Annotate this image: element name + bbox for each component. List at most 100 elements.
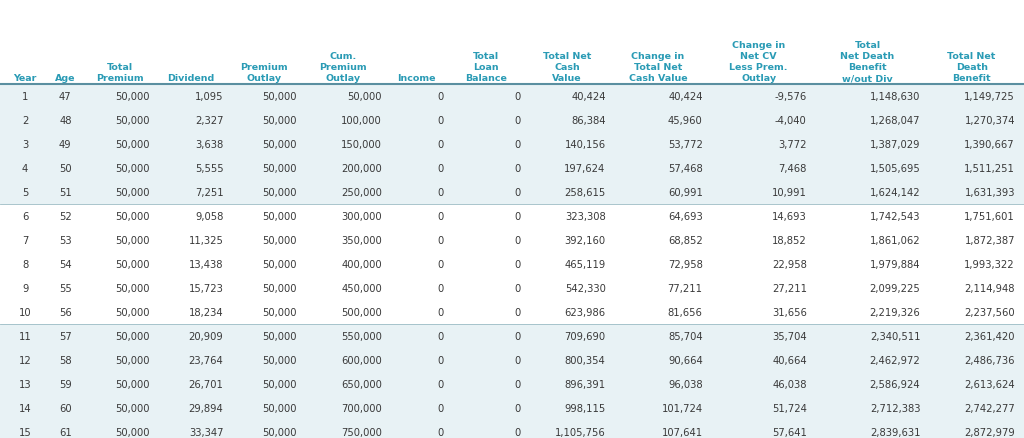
Text: 0: 0	[514, 283, 520, 293]
Text: Premium
Outlay: Premium Outlay	[241, 63, 288, 83]
Text: Income: Income	[397, 74, 436, 83]
Text: 0: 0	[437, 212, 443, 222]
Text: 31,656: 31,656	[772, 307, 807, 317]
Text: 5: 5	[22, 187, 29, 198]
Text: 550,000: 550,000	[341, 331, 382, 341]
Text: 0: 0	[437, 164, 443, 173]
Text: 51: 51	[59, 187, 72, 198]
Text: 33,347: 33,347	[189, 427, 223, 437]
Text: 51,724: 51,724	[772, 403, 807, 413]
Text: 0: 0	[514, 307, 520, 317]
Text: 2,114,948: 2,114,948	[965, 283, 1015, 293]
Text: 40,424: 40,424	[668, 92, 702, 102]
Text: 2,361,420: 2,361,420	[965, 331, 1015, 341]
Bar	[0, 109, 1024, 133]
Text: 650,000: 650,000	[341, 379, 382, 389]
Text: 200,000: 200,000	[341, 164, 382, 173]
Text: 0: 0	[437, 92, 443, 102]
Text: 2: 2	[22, 116, 29, 126]
Text: 48: 48	[59, 116, 72, 126]
Text: 392,160: 392,160	[564, 236, 605, 245]
Bar	[0, 205, 1024, 229]
Text: 0: 0	[437, 379, 443, 389]
Text: 8: 8	[22, 259, 29, 269]
Text: 13,438: 13,438	[189, 259, 223, 269]
Text: 0: 0	[514, 212, 520, 222]
Text: 0: 0	[437, 236, 443, 245]
Bar	[0, 396, 1024, 420]
Text: 20,909: 20,909	[188, 331, 223, 341]
Text: 0: 0	[437, 427, 443, 437]
Text: 1,861,062: 1,861,062	[869, 236, 921, 245]
Text: Total Net
Death
Benefit: Total Net Death Benefit	[947, 52, 996, 83]
Text: 54: 54	[59, 259, 72, 269]
Text: 50,000: 50,000	[262, 187, 297, 198]
Text: 50,000: 50,000	[116, 283, 151, 293]
Text: 1: 1	[22, 92, 29, 102]
Text: 0: 0	[437, 116, 443, 126]
Text: 1,505,695: 1,505,695	[869, 164, 921, 173]
Text: 1,149,725: 1,149,725	[965, 92, 1015, 102]
Text: 150,000: 150,000	[341, 140, 382, 150]
Text: -4,040: -4,040	[775, 116, 807, 126]
Text: 400,000: 400,000	[341, 259, 382, 269]
Text: 50,000: 50,000	[262, 116, 297, 126]
Text: 7: 7	[22, 236, 29, 245]
Text: 0: 0	[514, 236, 520, 245]
Text: 197,624: 197,624	[564, 164, 605, 173]
Text: 13: 13	[18, 379, 32, 389]
Text: 50,000: 50,000	[262, 403, 297, 413]
Text: 709,690: 709,690	[564, 331, 605, 341]
Text: 50,000: 50,000	[262, 140, 297, 150]
Text: 60: 60	[59, 403, 72, 413]
Bar	[0, 0, 1024, 85]
Text: 96,038: 96,038	[668, 379, 702, 389]
Text: 47: 47	[59, 92, 72, 102]
Text: 0: 0	[514, 259, 520, 269]
Text: 100,000: 100,000	[341, 116, 382, 126]
Text: 450,000: 450,000	[341, 283, 382, 293]
Text: Dividend: Dividend	[167, 74, 214, 83]
Text: 1,751,601: 1,751,601	[965, 212, 1015, 222]
Text: 50,000: 50,000	[262, 259, 297, 269]
Text: 57,468: 57,468	[668, 164, 702, 173]
Text: 11,325: 11,325	[188, 236, 223, 245]
Text: 50,000: 50,000	[116, 140, 151, 150]
Text: 0: 0	[514, 92, 520, 102]
Text: 1,631,393: 1,631,393	[965, 187, 1015, 198]
Bar	[0, 180, 1024, 205]
Text: 45,960: 45,960	[668, 116, 702, 126]
Text: 46,038: 46,038	[772, 379, 807, 389]
Bar	[0, 229, 1024, 252]
Text: 50,000: 50,000	[262, 92, 297, 102]
Text: 2,327: 2,327	[195, 116, 223, 126]
Text: 50,000: 50,000	[116, 187, 151, 198]
Text: 64,693: 64,693	[668, 212, 702, 222]
Text: 61: 61	[59, 427, 72, 437]
Text: 50,000: 50,000	[262, 212, 297, 222]
Text: Cum.
Premium
Outlay: Cum. Premium Outlay	[319, 52, 368, 83]
Text: 15: 15	[18, 427, 32, 437]
Text: 1,105,756: 1,105,756	[555, 427, 605, 437]
Text: 500,000: 500,000	[341, 307, 382, 317]
Text: 50,000: 50,000	[116, 379, 151, 389]
Text: 1,148,630: 1,148,630	[870, 92, 921, 102]
Bar	[0, 252, 1024, 276]
Text: 0: 0	[437, 331, 443, 341]
Text: 50,000: 50,000	[262, 283, 297, 293]
Text: 29,894: 29,894	[188, 403, 223, 413]
Text: 57,641: 57,641	[772, 427, 807, 437]
Text: 10,991: 10,991	[772, 187, 807, 198]
Text: 14: 14	[18, 403, 32, 413]
Text: 0: 0	[437, 259, 443, 269]
Text: 1,742,543: 1,742,543	[869, 212, 921, 222]
Text: 140,156: 140,156	[564, 140, 605, 150]
Bar	[0, 324, 1024, 348]
Text: 12: 12	[18, 355, 32, 365]
Text: 68,852: 68,852	[668, 236, 702, 245]
Text: 40,424: 40,424	[571, 92, 605, 102]
Text: 107,641: 107,641	[662, 427, 702, 437]
Text: 18,234: 18,234	[188, 307, 223, 317]
Text: -9,576: -9,576	[774, 92, 807, 102]
Bar	[0, 348, 1024, 372]
